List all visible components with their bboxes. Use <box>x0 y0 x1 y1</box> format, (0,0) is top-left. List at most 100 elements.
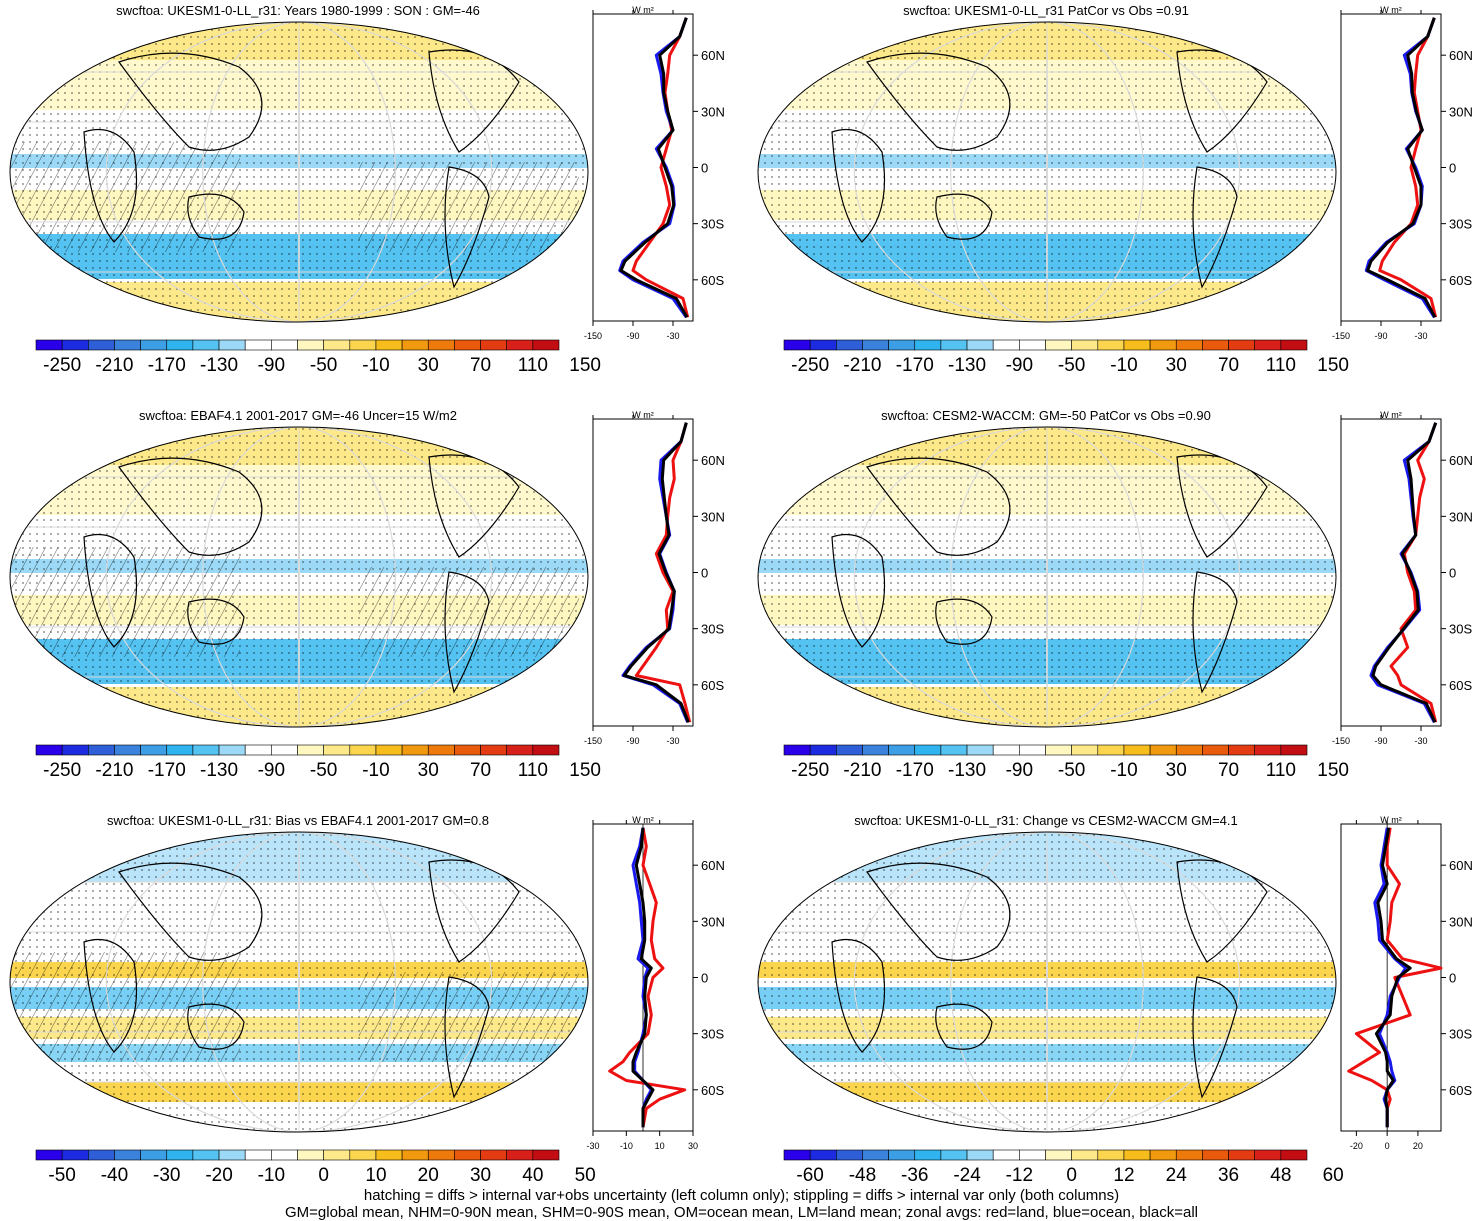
panel-b2-colorbar-cell <box>1019 744 1046 756</box>
panel-b2-colorbar-cell <box>888 744 916 756</box>
panel-a3-profile-ytick-label: 30N <box>701 914 725 929</box>
panel-a1-title: swcftoa: UKESM1-0-LL_r31: Years 1980-199… <box>116 3 480 18</box>
panel-b3-colorbar-cell <box>888 1149 916 1161</box>
panel-b3-colorbar-cell <box>1149 1149 1177 1161</box>
panel-a1-zonal-land-curve <box>631 17 690 318</box>
panel-b1-zonal-land-curve <box>1378 17 1438 318</box>
panel-a2-hatching-west <box>10 547 240 657</box>
panel-a2-colorbar-label: -130 <box>200 760 238 781</box>
panel-b2-colorbar-label: -50 <box>1058 760 1085 781</box>
panel-b3-colorbar-label: 24 <box>1166 1165 1188 1186</box>
panel-a3-coastline <box>118 862 263 961</box>
panel-a2-map-border <box>9 426 589 728</box>
panel-b1-colorbar-cell <box>992 339 1020 351</box>
panel-b1-colorbar-label: -130 <box>948 355 986 376</box>
panel-a3-colorbar-cell <box>506 1149 534 1161</box>
panel-a2-profile-ytick-label: 60S <box>701 678 724 693</box>
panel-b1-graticule-lon <box>1046 22 1048 322</box>
panel-a3-coastline <box>187 1003 245 1050</box>
panel-a1-colorbar-cell <box>375 339 403 351</box>
panel-b2-map-border <box>757 426 1337 728</box>
panel-b3-profile-xtick-label: -20 <box>1350 1141 1363 1151</box>
panel-a1-graticule-lon <box>298 22 300 322</box>
panel-a3-colorbar-cell <box>271 1149 298 1161</box>
panel-a2-profile-ytick-label: 30N <box>701 509 725 524</box>
panel-b3-title: swcftoa: UKESM1-0-LL_r31: Change vs CESM… <box>854 813 1238 828</box>
panel-a1-colorbar-cell <box>140 339 168 351</box>
panel-a1-profile-xtick-label: -30 <box>666 331 679 341</box>
panel-a2-colorbar-label: 70 <box>470 760 491 781</box>
panel-b3-colorbar-cell <box>1228 1149 1256 1161</box>
panel-a3-colorbar-cell <box>88 1149 115 1161</box>
panel-b1-profile-ytick-label: 30N <box>1449 104 1473 119</box>
panel-b3-map <box>758 832 1336 1132</box>
panel-b2-colorbar-label: 110 <box>1266 760 1296 781</box>
panel-b3-colorbar-cell <box>914 1149 942 1161</box>
panel-b3-colorbar-cell <box>966 1149 994 1161</box>
panel-a2-colorbar-label: -250 <box>43 760 81 781</box>
panel-a1-colorbar-cell <box>218 339 246 351</box>
panel-a1-colorbar-cell <box>61 339 89 351</box>
panel-a2-coastline <box>444 571 490 694</box>
panel-b3-colorbar-label: -48 <box>849 1165 876 1186</box>
panel-b3-colorbar-label: 36 <box>1218 1165 1239 1186</box>
panel-a3-profile-ytick-label: 60S <box>701 1083 724 1098</box>
panel-a3-hatching-east <box>359 972 579 1062</box>
panel-a3-colorbar-cell <box>140 1149 168 1161</box>
panel-b1-coastline <box>935 193 993 240</box>
panel-a3-profile-xtick-label: -10 <box>620 1141 633 1151</box>
panel-b2-colorbar-label: 70 <box>1218 760 1239 781</box>
panel-a2-colorbar-label: -50 <box>310 760 337 781</box>
panel-a3-title: swcftoa: UKESM1-0-LL_r31: Bias vs EBAF4.… <box>107 813 489 828</box>
panel-b2-colorbar-cell <box>835 744 863 756</box>
panel-a1-graticule-lon <box>105 22 493 322</box>
panel-b2-colorbar-cell <box>1280 744 1308 756</box>
panel-a2-colorbar-cell <box>140 744 168 756</box>
panel-b3-profile-ytick-label: 30S <box>1449 1027 1472 1042</box>
panel-b2: swcftoa: CESM2-WACCM: GM=-50 PatCor vs O… <box>757 408 1473 781</box>
panel-b3-profile-xtick-label: 20 <box>1413 1141 1423 1151</box>
panel-b3-profile-ytick-label: 30N <box>1449 914 1473 929</box>
panel-b2-colorbar-cell <box>1175 744 1203 756</box>
panel-a3: swcftoa: UKESM1-0-LL_r31: Bias vs EBAF4.… <box>9 813 725 1186</box>
panel-b3-profile-ytick-label: 0 <box>1449 971 1456 986</box>
panel-b1-title: swcftoa: UKESM1-0-LL_r31 PatCor vs Obs =… <box>903 3 1189 18</box>
panel-b3-colorbar-cell <box>940 1149 968 1161</box>
panel-a2-colorbar-cell <box>61 744 89 756</box>
panel-b1-colorbar-cell <box>888 339 916 351</box>
panel-b1-colorbar-label: 70 <box>1218 355 1239 376</box>
panel-a2-colorbar-label: -10 <box>362 760 389 781</box>
panel-a3-colorbar-cell <box>192 1149 220 1161</box>
panel-a3-hatching-west <box>10 952 240 1062</box>
panel-a2-colorbar-cell <box>35 744 63 756</box>
panel-b1-colorbar-cell <box>1280 339 1308 351</box>
panel-b1-zonal-ocean-curve <box>1364 17 1436 319</box>
panel-b2-colorbar-cell <box>1254 744 1282 756</box>
panel-a1-colorbar-label: -90 <box>258 355 285 376</box>
panel-a2-colorbar-cell <box>297 744 324 756</box>
panel-b2-profile-xtick-label: -30 <box>1414 736 1427 746</box>
panel-a2-colorbar-cell <box>427 744 455 756</box>
panel-b1-map-border <box>757 21 1337 323</box>
panel-b2-zonal-ocean-curve <box>1369 422 1438 724</box>
panel-a2-profile-ytick-label: 60N <box>701 453 725 468</box>
panel-a1-colorbar-cell <box>532 339 560 351</box>
panel-a3-map <box>10 832 588 1132</box>
panel-a1-profile-ytick-label: 0 <box>701 161 708 176</box>
panel-b2-colorbar-cell <box>783 744 811 756</box>
panel-a3-colorbar-label: 0 <box>318 1165 329 1186</box>
panel-a1-colorbar-cell <box>506 339 534 351</box>
panel-a1-colorbar-label: 70 <box>470 355 491 376</box>
panel-a3-colorbar-label: 40 <box>522 1165 543 1186</box>
panel-a2-colorbar-cell <box>244 744 272 756</box>
panel-b2-profile-ytick-label: 30N <box>1449 509 1473 524</box>
panel-b3-colorbar-cell <box>1254 1149 1282 1161</box>
panel-a1-colorbar-cell <box>166 339 194 351</box>
panel-a1-profile-xtick-label: -90 <box>626 331 639 341</box>
panel-b1-colorbar-label: -10 <box>1110 355 1137 376</box>
panel-a3-profile-ytick-label: 30S <box>701 1027 724 1042</box>
panel-a3-coastline <box>83 938 138 1053</box>
panel-a1-coastline <box>187 193 245 240</box>
panel-a1: swcftoa: UKESM1-0-LL_r31: Years 1980-199… <box>9 3 725 376</box>
panel-a1-map-border <box>9 21 589 323</box>
